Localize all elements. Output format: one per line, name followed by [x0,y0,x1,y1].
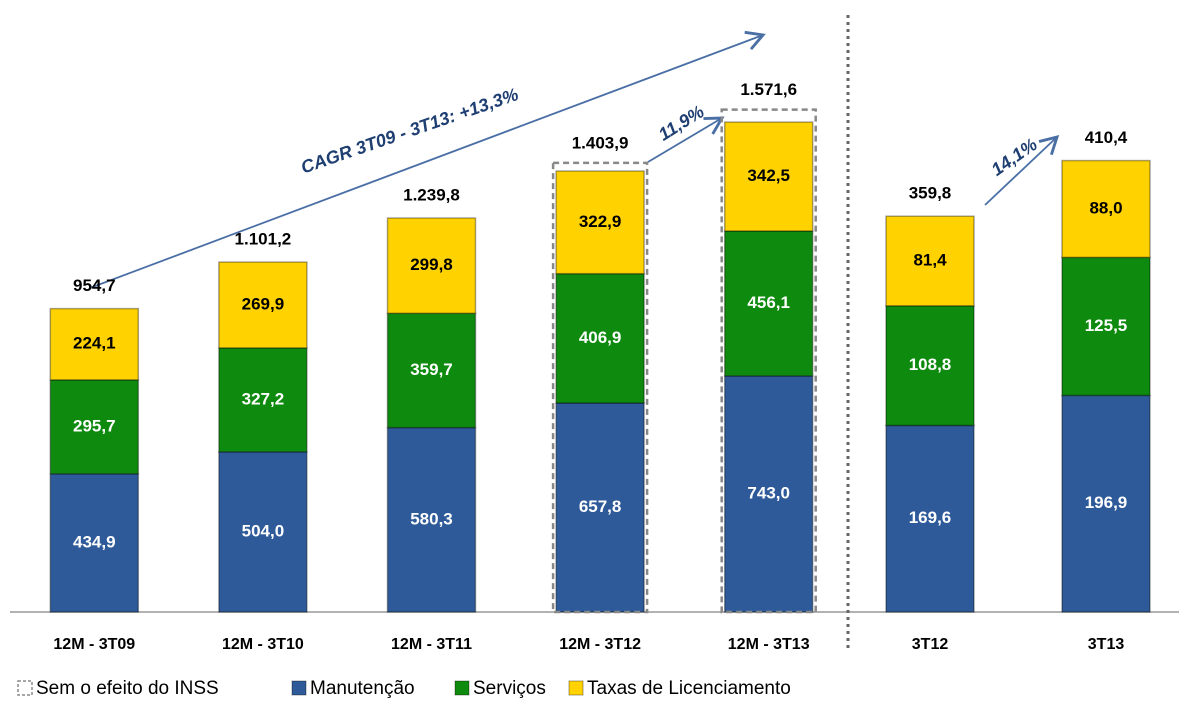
x-tick-label: 3T13 [1088,636,1125,653]
x-tick-label: 12M - 3T09 [53,636,135,653]
data-label: 434,9 [73,532,116,551]
bar-segment [386,217,477,315]
total-label: 1.403,9 [572,133,629,152]
total-label: 359,8 [909,184,952,203]
data-label: 342,5 [747,166,790,185]
bar-segment [885,305,975,427]
bar-segment [723,375,814,613]
legend-swatch [17,680,33,696]
legend-label: Manutenção [310,678,415,699]
x-tick-label: 12M - 3T11 [391,636,472,653]
data-label: 196,9 [1085,493,1128,512]
bar-segment [723,121,814,232]
bar-segment [555,272,645,404]
data-label: 224,1 [73,334,116,353]
bar-segment [1061,256,1151,397]
legend-label: Taxas de Licenciamento [587,678,791,699]
data-label: 359,7 [410,360,453,379]
x-tick-label: 12M - 3T13 [728,636,810,653]
cagr-arrow [89,30,766,289]
legend-swatch [291,680,307,696]
legend-label: Serviços [473,678,546,699]
bar-segment [218,261,308,349]
total-label: 1.571,6 [740,80,797,99]
data-label: 269,9 [242,294,285,313]
x-tick-label: 12M - 3T10 [222,636,304,653]
legend-swatch [568,680,584,696]
bar-segment [723,230,814,377]
data-label: 81,4 [913,250,947,269]
growth-arrow [984,134,1060,206]
bar-segment [49,473,140,613]
x-tick-label: 12M - 3T12 [559,636,641,653]
bar-segment [49,379,140,475]
bar-segment [555,402,645,613]
x-tick-label: 3T12 [912,636,949,653]
bar-segment [218,347,308,453]
total-label: 1.101,2 [235,230,292,249]
data-label: 169,6 [909,508,952,527]
bar-segment [1061,159,1151,259]
bar-segment [218,451,308,613]
highlight-box [551,161,649,614]
data-label: 322,9 [579,212,622,231]
legend-label: Sem o efeito do INSS [36,678,219,699]
bar-segment [885,215,975,307]
highlight-box [720,108,817,614]
data-label: 406,9 [579,328,622,347]
bar-segment [885,424,975,613]
growth-annotation: 11,9% [655,101,708,144]
data-label: 456,1 [747,293,790,312]
total-label: 954,7 [73,276,116,295]
data-label: 327,2 [242,389,285,408]
legend-swatch [454,680,470,696]
cagr-annotation: CAGR 3T09 - 3T13: +13,3% [298,84,521,177]
total-label: 1.239,8 [403,186,460,205]
bar-segment [555,170,645,275]
data-label: 299,8 [410,255,453,274]
bar-segment [1061,394,1151,613]
total-label: 410,4 [1085,128,1128,147]
data-label: 743,0 [747,483,790,502]
data-label: 580,3 [410,509,453,528]
growth-annotation: 14,1% [988,134,1041,180]
data-label: 295,7 [73,416,116,435]
growth-arrow [647,116,725,163]
bar-segment [386,426,477,613]
data-label: 108,8 [909,355,952,374]
data-label: 88,0 [1089,198,1122,217]
data-label: 657,8 [579,497,622,516]
data-label: 504,0 [242,521,285,540]
bar-segment [49,307,140,381]
data-label: 125,5 [1085,316,1128,335]
